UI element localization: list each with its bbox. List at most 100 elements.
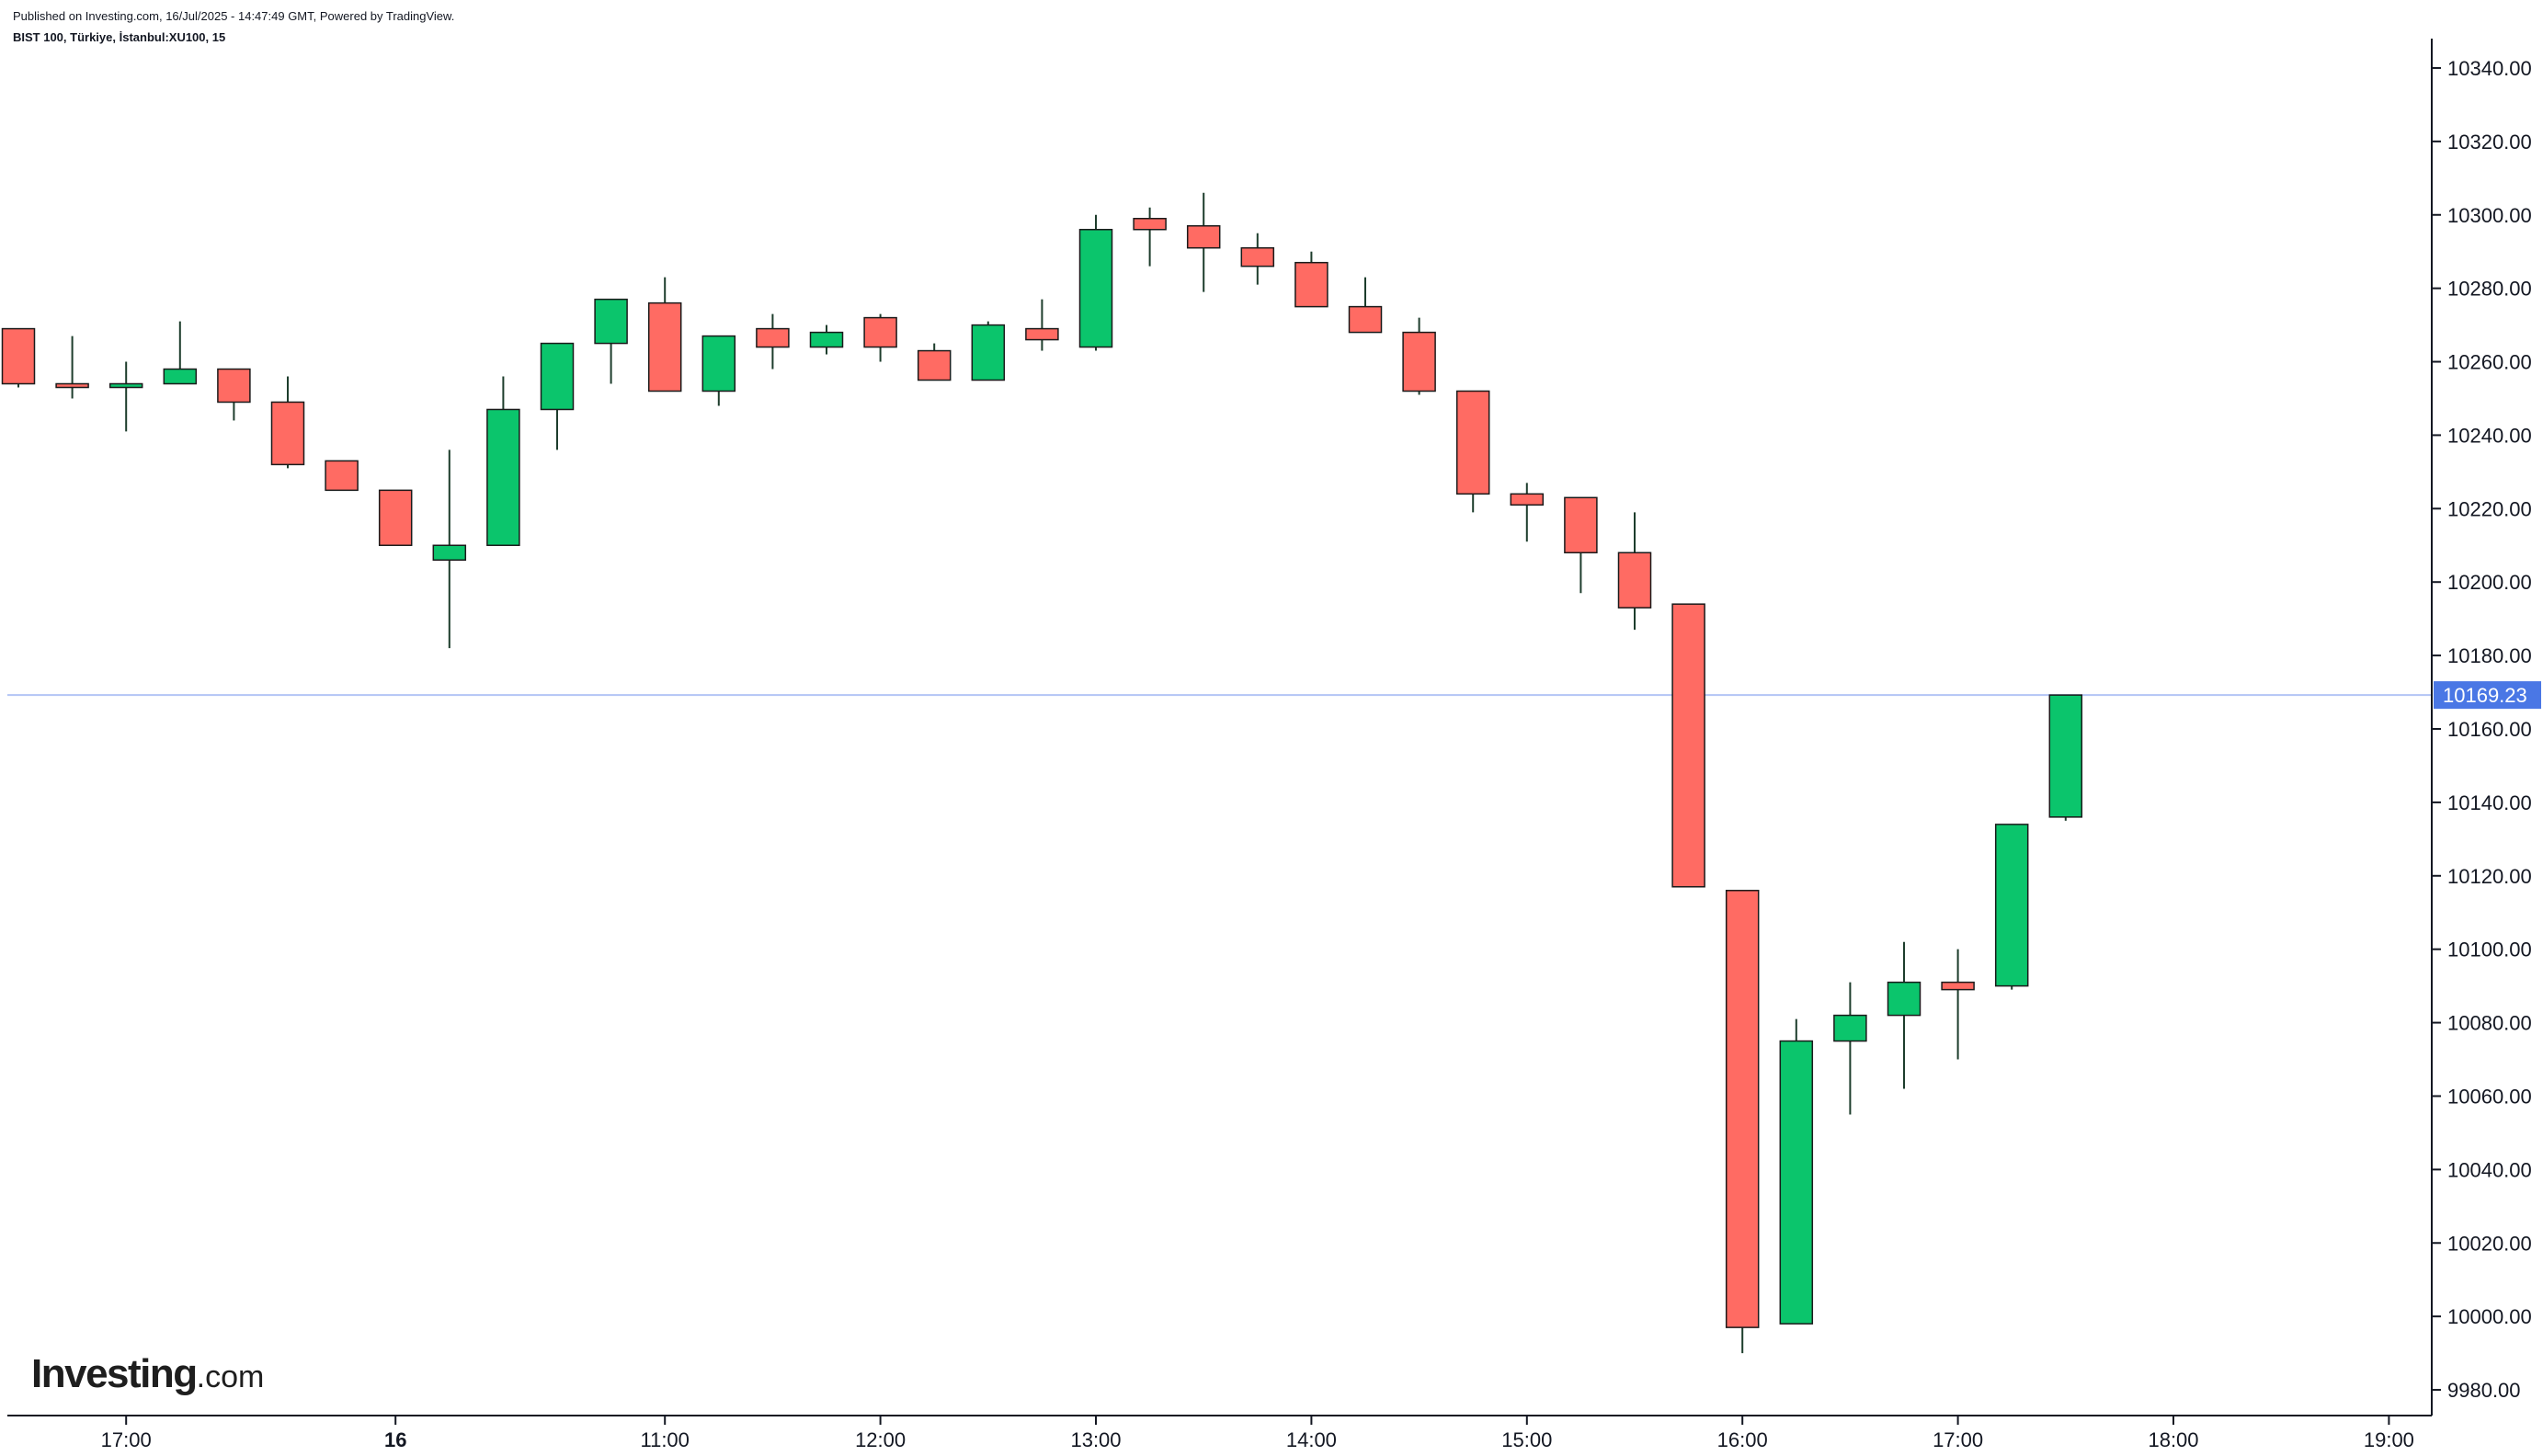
time-tick-label: 14:00 <box>1286 1428 1337 1451</box>
candle-body-up <box>486 408 520 547</box>
price-tick-label: 10160.00 <box>2447 718 2532 741</box>
candle <box>1455 390 1490 513</box>
published-note: Published on Investing.com, 16/Jul/2025 … <box>13 9 455 23</box>
candle <box>1 327 36 388</box>
candle-body-down <box>1725 890 1760 1328</box>
candle-body-down <box>1564 496 1598 554</box>
candle <box>432 449 467 649</box>
candle-body-down <box>1510 493 1545 506</box>
logo-suffix: .com <box>196 1359 265 1394</box>
candle <box>594 298 628 384</box>
candle-body-down <box>1348 305 1383 334</box>
candle <box>1133 207 1167 267</box>
last-price-label: 10169.23 <box>2443 684 2527 707</box>
candle <box>270 376 305 469</box>
candle-body-up <box>163 368 198 385</box>
price-tick-label: 10240.00 <box>2447 424 2532 447</box>
candle <box>1186 192 1221 292</box>
time-tick-label: 11:00 <box>640 1428 689 1451</box>
price-tick-label: 10320.00 <box>2447 131 2532 154</box>
price-tick-label: 10020.00 <box>2447 1232 2532 1255</box>
candle-body-down <box>1455 390 1490 495</box>
logo-wordmark: Investing <box>31 1351 198 1396</box>
candle <box>1887 941 1922 1089</box>
time-tick-label: 15:00 <box>1501 1428 1552 1451</box>
candle-body-down <box>1617 552 1652 609</box>
candle-body-down <box>863 316 897 348</box>
candle-body-up <box>1994 824 2029 987</box>
candle <box>486 376 520 547</box>
candle-body-down <box>378 489 413 547</box>
time-tick-label: 16:00 <box>1717 1428 1768 1451</box>
candle-body-up <box>1779 1040 1814 1325</box>
price-tick-label: 10260.00 <box>2447 351 2532 374</box>
candle <box>55 336 89 399</box>
candle <box>2048 694 2083 821</box>
candle <box>1833 982 1867 1115</box>
price-tick-label: 10080.00 <box>2447 1012 2532 1035</box>
candle-body-down <box>1941 981 1975 991</box>
symbol-title: BIST 100, Türkiye, İstanbul:XU100, 15 <box>13 30 226 44</box>
candle-body-up <box>2048 694 2083 818</box>
candle <box>1348 277 1383 334</box>
candle-body-up <box>971 324 1006 381</box>
candle <box>863 313 897 362</box>
price-tick-label: 9980.00 <box>2447 1379 2521 1402</box>
candle <box>1240 233 1275 285</box>
candle-body-down <box>1240 246 1275 267</box>
time-tick-label: 17:00 <box>101 1428 152 1451</box>
candle-body-down <box>270 401 305 466</box>
last-price-tag <box>2434 681 2541 710</box>
candle-body-up <box>432 544 467 561</box>
candle <box>917 343 952 381</box>
candle <box>1510 483 1545 542</box>
candle <box>1725 890 1760 1354</box>
candle-body-up <box>701 335 736 392</box>
candle-body-up <box>1887 981 1922 1017</box>
candle <box>647 277 682 392</box>
candle <box>701 335 736 406</box>
candle <box>1941 949 1975 1060</box>
candle <box>1617 512 1652 631</box>
candle-body-up <box>1078 228 1113 348</box>
candle <box>756 313 790 370</box>
candle-body-down <box>1186 224 1221 249</box>
time-tick-label: 16 <box>384 1428 406 1451</box>
candle <box>1671 603 1705 888</box>
candle <box>1564 496 1598 594</box>
candle <box>1779 1018 1814 1325</box>
time-tick-label: 13:00 <box>1070 1428 1121 1451</box>
candle <box>809 324 844 355</box>
candle-body-down <box>217 368 251 404</box>
time-tick-label: 17:00 <box>1933 1428 1983 1451</box>
price-tick-label: 10200.00 <box>2447 571 2532 594</box>
candle-body-down <box>917 349 952 381</box>
price-tick-label: 10040.00 <box>2447 1158 2532 1181</box>
candle-body-up <box>809 331 844 348</box>
candle <box>378 489 413 547</box>
candle-body-down <box>1 327 36 385</box>
candle-body-up <box>540 342 575 411</box>
candle-body-up <box>594 298 628 345</box>
time-tick-label: 19:00 <box>2364 1428 2414 1451</box>
time-tick-label: 12:00 <box>855 1428 906 1451</box>
candle-body-up <box>1833 1014 1867 1042</box>
price-tick-label: 10280.00 <box>2447 278 2532 301</box>
candle <box>1994 824 2029 990</box>
candle <box>540 342 575 450</box>
last-price-tag-layer: 10169.23 <box>2434 681 2541 710</box>
candle-body-down <box>1025 327 1059 341</box>
candle <box>1402 317 1436 395</box>
candle-body-down <box>647 301 682 392</box>
chart-header: Published on Investing.com, 16/Jul/2025 … <box>13 7 454 48</box>
candle <box>163 321 198 385</box>
price-tick-label: 10100.00 <box>2447 938 2532 961</box>
candle-body-down <box>756 327 790 348</box>
price-axis: 10340.00 10320.00 10300.00 10280.00 10260.00… <box>2431 39 2532 1416</box>
candle <box>108 361 143 432</box>
time-axis: 17:00 16 11:00 12:00 13:00 14:00 15:00 16:00 17:… <box>7 1415 2432 1451</box>
candle <box>217 368 251 421</box>
candle <box>1025 299 1059 351</box>
candle <box>1078 214 1113 351</box>
